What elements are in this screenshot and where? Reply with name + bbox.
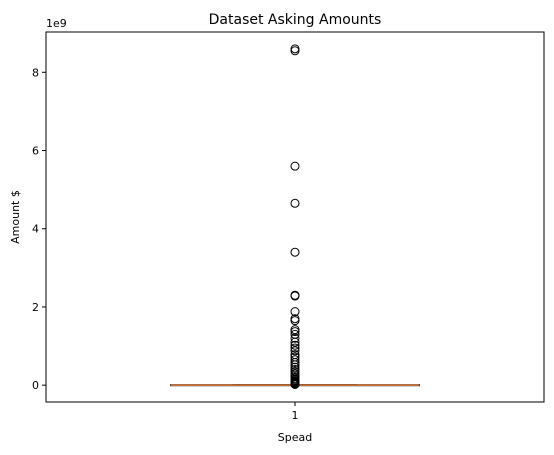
outlier-point <box>290 357 300 367</box>
outlier-point <box>290 198 300 208</box>
y-offset-label: 1e9 <box>46 17 67 30</box>
outlier-point <box>290 316 300 326</box>
plot-frame <box>45 31 545 403</box>
outlier-point <box>290 333 300 343</box>
y-tick-label: 2 <box>32 301 39 314</box>
x-tick-label: 1 <box>292 409 299 422</box>
y-axis-label: Amount $ <box>9 190 22 244</box>
outlier-point <box>290 346 300 356</box>
outlier-point <box>290 360 300 370</box>
outlier-point <box>290 340 300 350</box>
y-tick-label: 6 <box>32 145 39 158</box>
x-axis-ticks: 1 <box>292 402 299 422</box>
outlier-point <box>290 307 300 317</box>
outlier-point <box>290 247 300 257</box>
chart-title: Dataset Asking Amounts <box>209 12 382 28</box>
outlier-point <box>290 291 300 301</box>
plot-area <box>46 32 544 402</box>
outlier-points <box>290 44 300 389</box>
y-tick-label: 4 <box>32 223 39 236</box>
outlier-point <box>290 379 300 389</box>
y-tick-label: 0 <box>32 379 39 392</box>
y-axis-ticks: 0 2 4 6 8 <box>32 66 46 392</box>
outlier-point <box>290 46 300 56</box>
outlier-point <box>290 327 300 337</box>
x-axis-label: Spead <box>278 431 312 444</box>
outlier-point <box>290 161 300 171</box>
y-tick-label: 8 <box>32 66 39 79</box>
outlier-point <box>290 355 300 365</box>
outlier-point <box>290 343 300 353</box>
outlier-point <box>290 337 300 347</box>
